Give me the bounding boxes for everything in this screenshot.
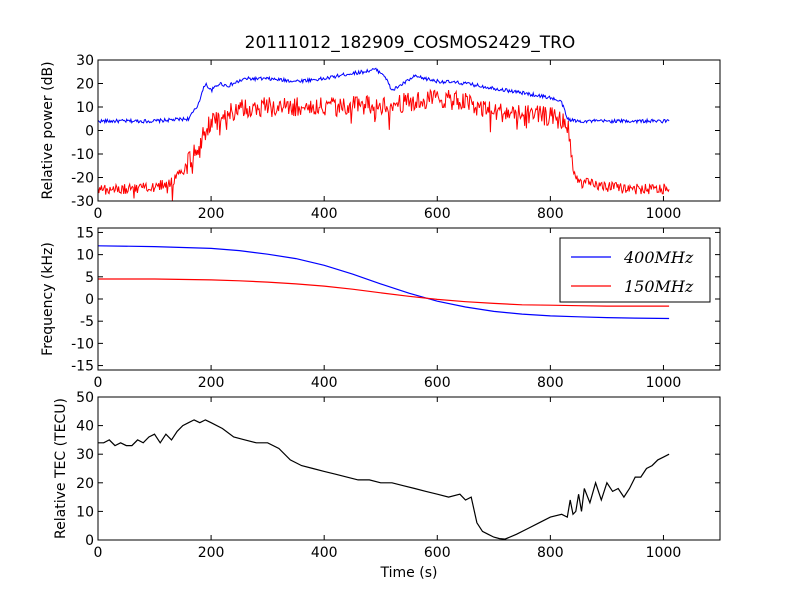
y-tick-label: 10 (76, 100, 94, 116)
x-tick-label: 200 (198, 545, 225, 561)
x-tick-label: 800 (537, 375, 564, 391)
x-tick-label: 1000 (646, 375, 682, 391)
y-axis-label: Frequency (kHz) (40, 242, 56, 356)
x-tick-label: 600 (424, 206, 451, 222)
y-tick-label: -10 (71, 336, 94, 352)
series-line-red (97, 88, 670, 202)
x-tick-label: 200 (198, 206, 225, 222)
y-tick-label: 0 (85, 124, 94, 140)
series-line-150mhz (98, 278, 670, 307)
series-line-black (98, 419, 670, 540)
legend-label: 400MHz (623, 248, 694, 267)
x-tick-label: 0 (94, 375, 103, 391)
subplot-1: 0 200 400 600 800 1000 -30 -20 -10 0 10 20 30 Relativ… (40, 53, 721, 222)
y-tick-label: 5 (85, 270, 94, 286)
x-tick-label: 800 (537, 206, 564, 222)
x-tick-label: 0 (94, 545, 103, 561)
subplot-3: 0 200 400 600 800 1000 0 10 20 30 40 50 Relative TEC… (53, 390, 721, 581)
x-tick-label: 400 (311, 545, 338, 561)
x-axis-label: Time (s) (380, 565, 438, 581)
x-tick-label: 800 (537, 545, 564, 561)
axes-frame (97, 396, 721, 541)
y-tick-label: -15 (71, 359, 94, 375)
y-tick-label: 20 (76, 476, 94, 492)
x-tick-label: 400 (311, 206, 338, 222)
x-tick-label: 1000 (646, 545, 682, 561)
x-tick-label: 400 (311, 375, 338, 391)
y-axis-label: Relative TEC (TECU) (53, 398, 69, 539)
y-tick-label: 0 (85, 533, 94, 549)
y-tick-label: 10 (76, 504, 94, 520)
x-tick-label: 1000 (646, 206, 682, 222)
x-tick-label: 200 (198, 375, 225, 391)
y-tick-label: -5 (80, 314, 94, 330)
y-axis-label: Relative power (dB) (40, 61, 56, 199)
x-tick-label: 600 (424, 375, 451, 391)
legend-box (559, 237, 711, 303)
y-tick-label: -10 (71, 147, 94, 163)
y-tick-label: 40 (76, 419, 94, 435)
y-tick-label: 10 (76, 248, 94, 264)
x-tick-label: 600 (424, 545, 451, 561)
y-tick-label: 20 (76, 77, 94, 93)
y-tick-label: 50 (76, 390, 94, 406)
subplots: 0 200 400 600 800 1000-30-20-100102030Relativ… (40, 53, 721, 581)
y-tick-label: -30 (71, 194, 94, 210)
y-tick-label: 30 (76, 447, 94, 463)
legend-label: 150MHz (624, 277, 694, 296)
series-line-blue (97, 67, 670, 125)
x-tick-label: 0 (94, 206, 103, 222)
legend: 400MHz 150MHz (559, 237, 711, 303)
subplot-2: 0 200 400 600 800 1000 -15 -10 -5 0 5 10 15 Frequency… (40, 225, 721, 391)
y-tick-label: 15 (76, 225, 94, 241)
y-tick-label: -20 (71, 171, 94, 187)
series-line-400mhz (97, 245, 670, 320)
y-tick-label: 30 (76, 53, 94, 69)
figure-title: 20111012_182909_COSMOS2429_TRO (245, 33, 576, 53)
y-tick-label: 0 (85, 292, 94, 308)
